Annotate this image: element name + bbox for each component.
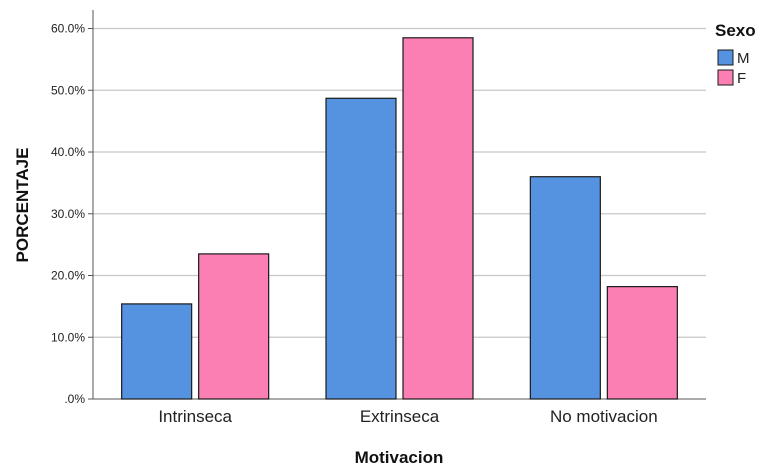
bar-m-1 [325,97,397,400]
x-axis-title: Motivacion [355,448,444,466]
y-tick-labels: .0% 10.0% 20.0% 30.0% 40.0% 50.0% 60.0% [51,22,93,406]
bar-f-0 [198,253,270,400]
legend-title: Sexo [715,21,756,40]
x-tick-label: No motivacion [550,407,658,426]
legend-swatch-f [717,69,734,86]
legend-swatch-m [717,49,734,66]
bar-m-0 [121,303,193,400]
y-axis-title: PORCENTAJE [13,148,32,263]
y-tick-label: 40.0% [51,145,85,159]
gridlines [93,27,706,400]
legend-items: MF [717,49,750,87]
legend-label-f: F [737,70,746,87]
x-tick-label: Intrinseca [158,407,232,426]
y-tick-label: .0% [64,392,85,406]
bars [121,37,678,400]
y-tick-label: 30.0% [51,207,85,221]
y-tick-label: 20.0% [51,269,85,283]
bar-f-1 [402,37,474,400]
legend: Sexo MF [715,21,756,87]
y-tick-label: 50.0% [51,83,85,97]
bar-m-2 [529,176,601,400]
x-tick-labels: Intrinseca Extrinseca No motivacion [158,407,657,426]
x-tick-label: Extrinseca [360,407,440,426]
y-tick-label: 10.0% [51,330,85,344]
legend-label-m: M [737,50,750,67]
y-tick-label: 60.0% [51,22,85,36]
bar-f-2 [606,286,678,400]
